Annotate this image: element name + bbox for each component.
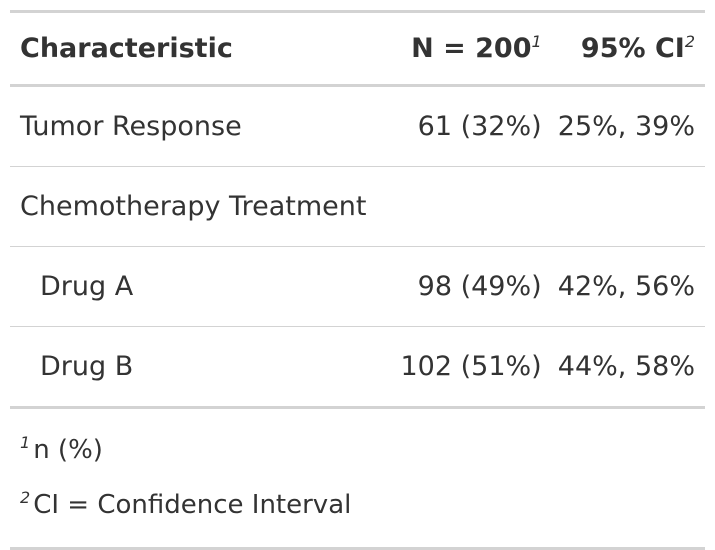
- row-ci-value: 44%, 58%: [551, 326, 705, 409]
- row-n-value: [400, 166, 552, 247]
- summary-table-container: Characteristic N = 2001 95% CI2 Tumor Re…: [10, 10, 705, 550]
- footnote-marker: 1: [20, 433, 31, 453]
- row-n-value: 98 (49%): [400, 246, 552, 327]
- table-row: Tumor Response 61 (32%) 25%, 39%: [10, 85, 705, 167]
- row-ci-value: 42%, 56%: [551, 246, 705, 327]
- row-label: Tumor Response: [10, 85, 401, 167]
- table-header-row: Characteristic N = 2001 95% CI2: [10, 11, 705, 87]
- row-n-value: 102 (51%): [400, 326, 552, 409]
- row-ci-value: 25%, 39%: [551, 85, 705, 167]
- row-label: Chemotherapy Treatment: [10, 166, 401, 247]
- footnote-marker: 2: [20, 488, 31, 508]
- header-n: N = 2001: [400, 11, 552, 87]
- footnote-text: CI = Confidence Interval: [33, 490, 352, 520]
- row-ci-value: [551, 166, 705, 247]
- table-row: Drug B 102 (51%) 44%, 58%: [10, 326, 705, 409]
- footnote-marker: 1: [531, 32, 542, 51]
- row-label: Drug B: [10, 326, 401, 409]
- table-row: Chemotherapy Treatment: [10, 166, 705, 247]
- summary-table: Characteristic N = 2001 95% CI2 Tumor Re…: [10, 10, 705, 550]
- table-row: Drug A 98 (49%) 42%, 56%: [10, 246, 705, 327]
- footnote: 2 CI = Confidence Interval: [20, 478, 695, 533]
- header-ci: 95% CI2: [551, 11, 705, 87]
- footnote-marker: 2: [684, 32, 695, 51]
- row-n-value: 61 (32%): [400, 85, 552, 167]
- footnote-text: n (%): [33, 435, 103, 465]
- row-label: Drug A: [10, 246, 401, 327]
- header-characteristic: Characteristic: [10, 11, 401, 87]
